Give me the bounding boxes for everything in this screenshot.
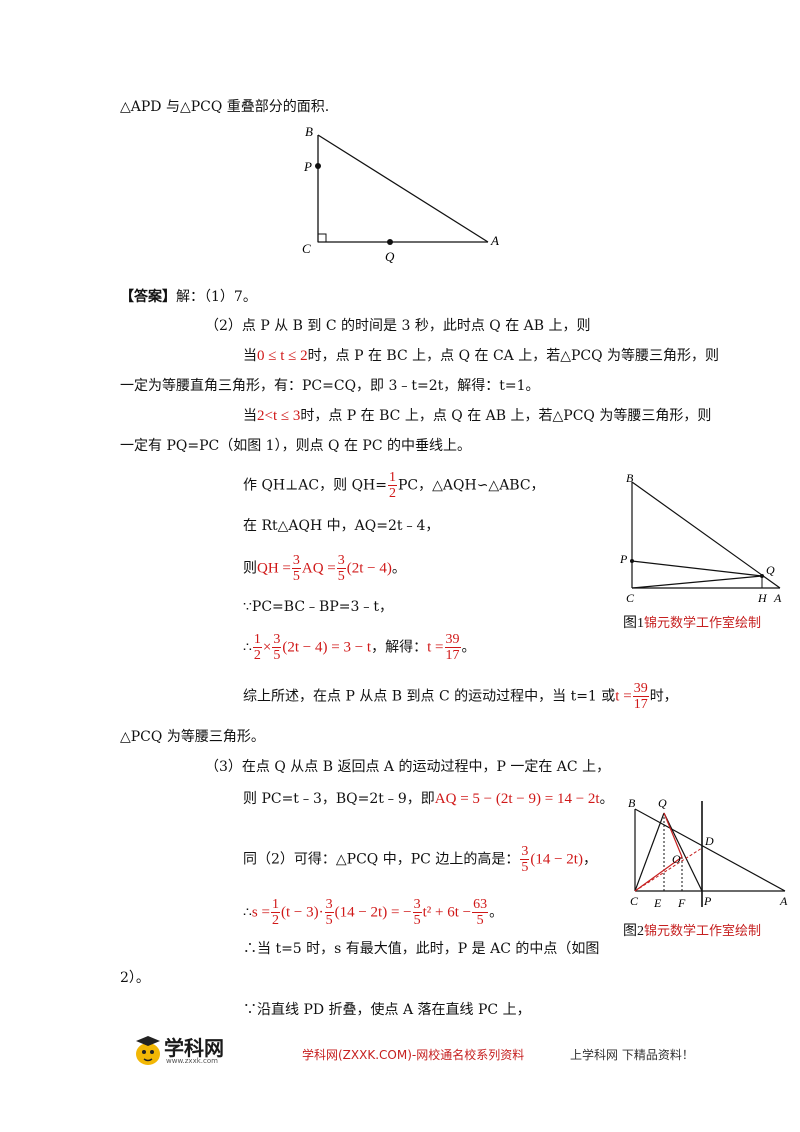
p2-line-6: 作 QH⊥AC，则 QH= 1 2 PC，△AQH∽△ABC， <box>243 470 545 501</box>
main-triangle-figure: B P C Q A <box>290 120 510 269</box>
fig2-label-E: E <box>653 896 662 910</box>
p3-line-3: 同（2）可得：△PCQ 中，PC 边上的高是： 3 5 (14 − 2t)， <box>243 844 597 875</box>
fig2-label-A: A <box>779 894 788 908</box>
p3-line-1: （3）在点 Q 从点 B 返回点 A 的运动过程中，P 一定在 AC 上， <box>205 759 611 775</box>
fig1-label-A: A <box>773 591 782 605</box>
label-A: A <box>490 233 499 248</box>
p2-line-10: ∴ 1 2 × 3 5 (2t − 4) = 3 − t，解得：t = 39 17。 <box>243 632 476 663</box>
p3-line-6: 2）。 <box>120 970 150 986</box>
figure-2: B Q D O C E F P A <box>620 795 800 917</box>
footer-right-text: 上学科网 下精品资料！ <box>570 1048 694 1062</box>
p2-line-4: 当2<t ≤ 3时，点 P 在 BC 上，点 Q 在 AB 上，若△PCQ 为等… <box>243 408 712 424</box>
top-line: △APD 与△PCQ 重叠部分的面积. <box>120 99 330 115</box>
p3-line-5: ∴当 t=5 时，s 有最大值，此时，P 是 AC 的中点（如图 <box>243 941 600 957</box>
logo-text: 学科网 <box>164 1036 224 1060</box>
figure-1-caption: 图1锦元数学工作室绘制 <box>623 616 762 631</box>
p3-line-2: 则 PC=t﹣3，BQ=2t﹣9，即AQ = 5 − (2t − 9) = 14… <box>243 791 614 807</box>
label-Q: Q <box>385 249 395 264</box>
p3-line-7: ∵沿直线 PD 折叠，使点 A 落在直线 PC 上， <box>243 1002 531 1018</box>
footer-center-link[interactable]: 学科网(ZXXK.COM)-网校通名校系列资料 <box>302 1048 525 1062</box>
label-P: P <box>303 159 312 174</box>
fig2-label-P: P <box>703 894 712 908</box>
p2-line-5: 一定有 PQ=PC（如图 1），则点 Q 在 PC 的中垂线上。 <box>120 438 471 454</box>
fig2-label-D: D <box>704 834 714 848</box>
p2-line-8: 则QH = 3 5 AQ = 3 5 (2t − 4)。 <box>243 553 406 584</box>
answer-line: 【答案】解：（1）7。 <box>120 289 257 305</box>
figure-1: B P Q C H A <box>612 470 792 614</box>
footer-logo[interactable]: 学科网 www.zxxk.com <box>130 1032 230 1068</box>
logo-url: www.zxxk.com <box>166 1057 218 1065</box>
p2-line-3: 一定为等腰直角三角形，有：PC=CQ，即 3﹣t=2t，解得：t=1。 <box>120 378 540 394</box>
p2-line-1: （2）点 P 从 B 到 C 的时间是 3 秒，此时点 Q 在 AB 上，则 <box>205 318 591 334</box>
fig1-label-P: P <box>619 552 628 566</box>
p2-line-11: 综上所述，在点 P 从点 B 到点 C 的运动过程中，当 t=1 或t = 39 1… <box>243 681 678 712</box>
fig2-label-C: C <box>630 894 639 908</box>
fig1-label-Q: Q <box>766 563 775 577</box>
fig2-label-Q: Q <box>658 796 667 810</box>
answer-label: 【答案】 <box>120 289 176 305</box>
p2-line-2: 当0 ≤ t ≤ 2时，点 P 在 BC 上，点 Q 在 CA 上，若△PCQ … <box>243 348 720 364</box>
fig2-label-B: B <box>628 796 636 810</box>
fig1-label-C: C <box>626 591 635 605</box>
p3-line-4: ∴s = 1 2 (t − 3)· 3 5 (14 − 2t) = −3 5 t² + 6t −… <box>243 897 504 928</box>
figure-2-caption: 图2锦元数学工作室绘制 <box>623 924 762 939</box>
p2-line-12: △PCQ 为等腰三角形。 <box>120 729 265 745</box>
label-B: B <box>305 124 313 139</box>
fig2-label-F: F <box>677 896 686 910</box>
p2-line-7: 在 Rt△AQH 中，AQ=2t﹣4， <box>243 518 440 534</box>
fig1-label-B: B <box>626 471 634 485</box>
fig2-label-O: O <box>672 852 681 866</box>
label-C: C <box>302 241 311 256</box>
mascot-icon <box>136 1036 160 1065</box>
p2-line-9: ∵PC=BC﹣BP=3﹣t， <box>243 599 394 615</box>
fig1-label-H: H <box>757 591 768 605</box>
